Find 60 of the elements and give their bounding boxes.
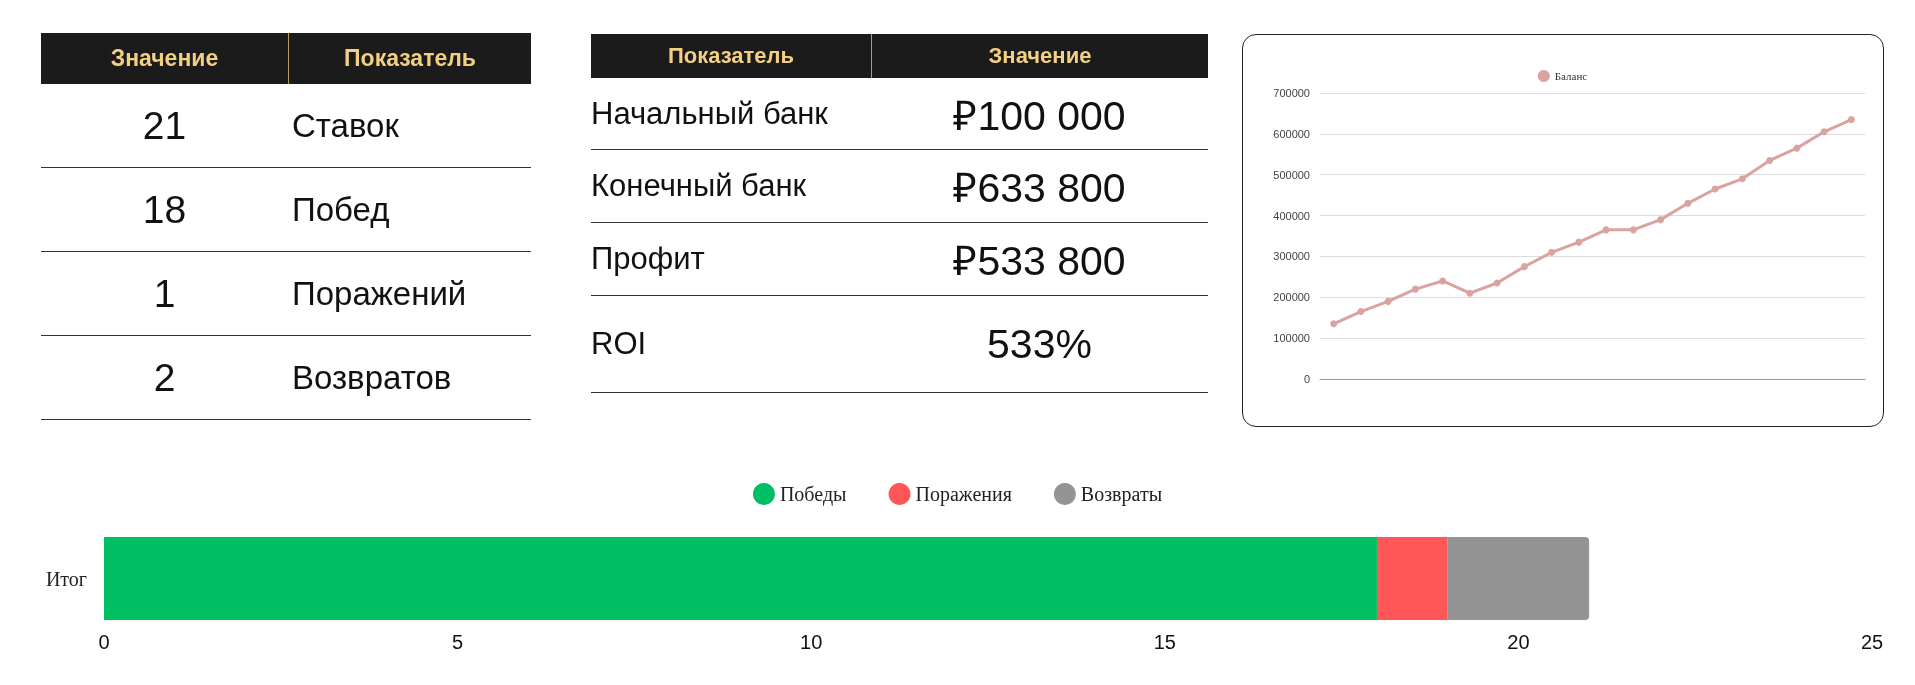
text: ₽633 800: [953, 165, 1126, 211]
point: [1684, 199, 1692, 207]
point: [1738, 175, 1746, 183]
x-tick-label: 25: [1860, 631, 1884, 653]
point: [1548, 248, 1556, 256]
point: [1793, 144, 1801, 152]
point: [1657, 216, 1665, 224]
legend-label: Победы: [779, 483, 847, 506]
text: 21: [142, 103, 187, 147]
point: [1847, 116, 1855, 124]
category-label: Показатель: [666, 42, 796, 70]
point: [1520, 263, 1528, 271]
point: [1820, 128, 1828, 136]
text: 533%: [987, 320, 1092, 367]
bar: [1447, 537, 1590, 620]
x-tick-label: 10: [800, 631, 823, 653]
text: Конечный банк: [591, 168, 807, 203]
text: 18: [142, 187, 187, 231]
text: ₽533 800: [953, 238, 1126, 284]
text: Побед: [292, 190, 390, 228]
text: Профит: [591, 241, 705, 276]
bar: [1376, 537, 1448, 620]
y-tick-label: 600000: [1273, 127, 1310, 140]
y-tick-label: 300000: [1273, 250, 1310, 263]
x-tick-label: 20: [1507, 631, 1530, 653]
y-tick-label: 400000: [1273, 209, 1310, 222]
text: ROI: [591, 326, 647, 361]
x-tick-label: 0: [98, 631, 110, 653]
text: Возвратов: [292, 358, 452, 396]
legend-label: Поражения: [915, 483, 1012, 506]
point: [1575, 238, 1583, 246]
point: [1411, 285, 1419, 293]
y-tick-label: 0: [1303, 373, 1310, 385]
legend-label: Баланс: [1554, 70, 1588, 82]
category-label: Показатель: [288, 33, 531, 84]
x-tick-label: 5: [452, 631, 464, 653]
text: Начальный банк: [591, 95, 828, 131]
point: [1466, 289, 1474, 297]
y-tick-label: 500000: [1273, 168, 1310, 181]
y-tick-label: 200000: [1273, 291, 1310, 304]
point: [1384, 297, 1392, 305]
point: [1766, 156, 1774, 164]
point: [1439, 277, 1447, 285]
text: 1: [153, 271, 176, 315]
y-tick-label: 700000: [1273, 87, 1310, 99]
y-tick-label: Итог: [45, 567, 87, 590]
point: [1629, 226, 1637, 234]
category-label: Значение: [871, 34, 1208, 78]
y-tick-label: 100000: [1273, 332, 1310, 345]
x-tick-label: 15: [1153, 631, 1176, 653]
category-label: Значение: [109, 44, 220, 73]
point: [1330, 320, 1338, 328]
legend-label: Возвраты: [1080, 483, 1163, 506]
text: ₽100 000: [953, 92, 1126, 139]
text: 2: [153, 355, 176, 399]
text: Поражений: [292, 274, 467, 312]
point: [1357, 308, 1365, 316]
text: Ставок: [292, 106, 399, 144]
point: [1602, 226, 1610, 234]
bar: [104, 537, 1377, 620]
